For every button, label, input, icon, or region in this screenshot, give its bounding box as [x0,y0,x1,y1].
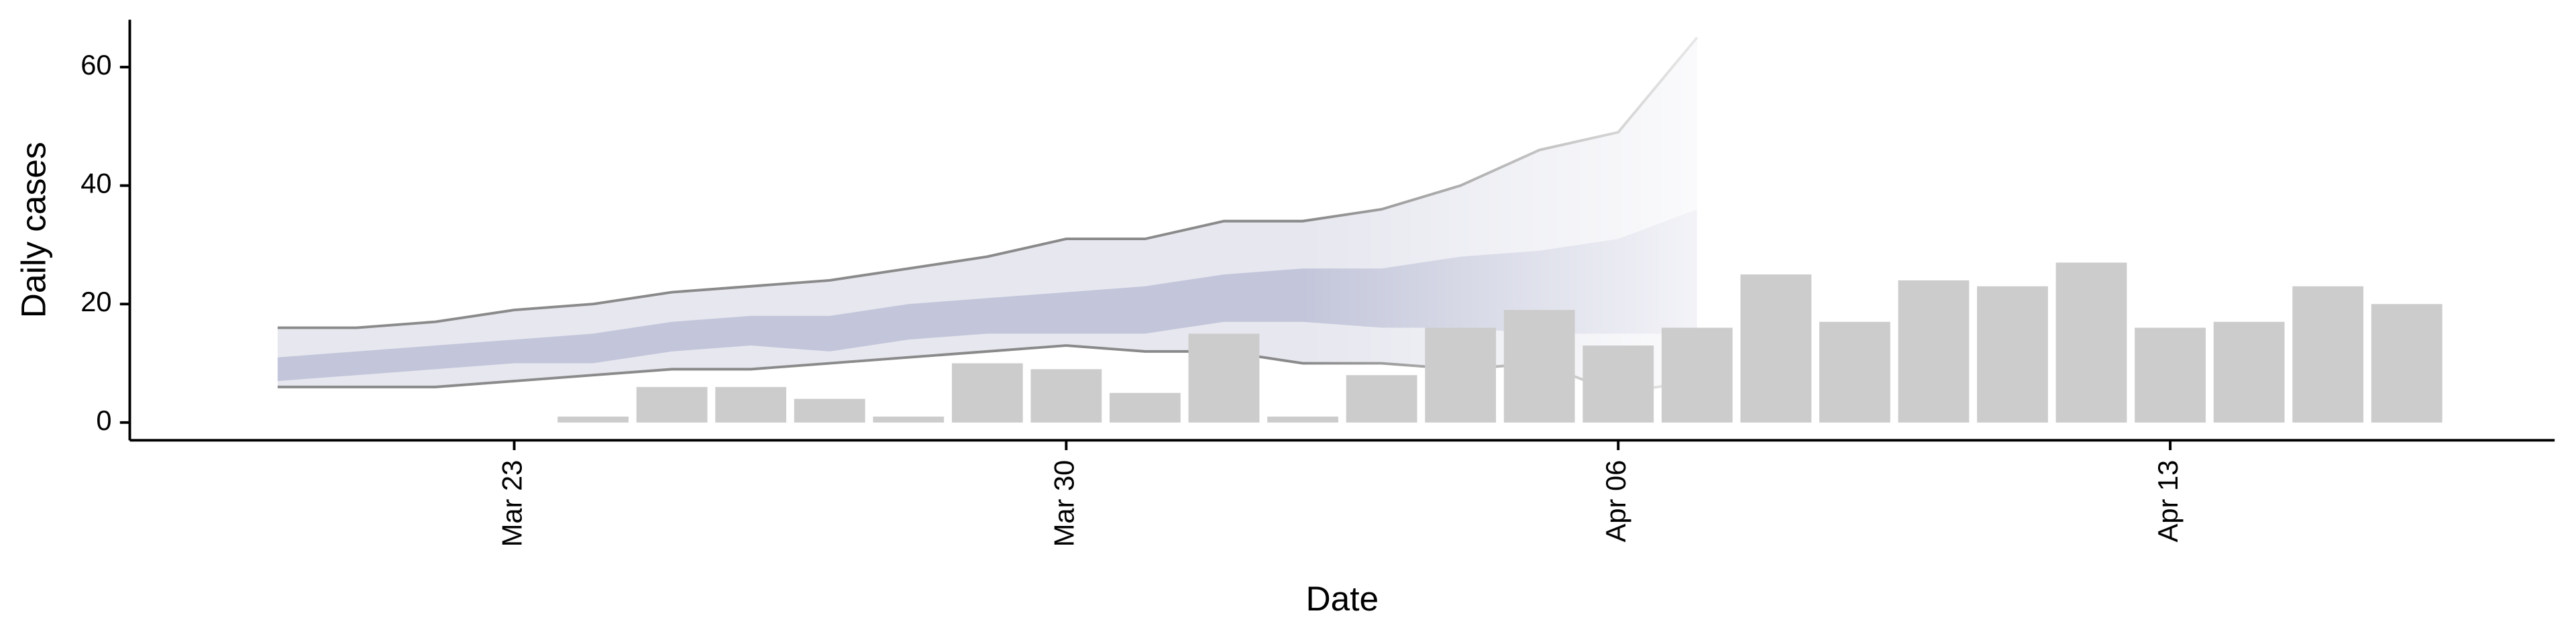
bar [2055,262,2127,423]
bar [1661,327,1733,423]
bar [2135,327,2206,423]
bar [1898,280,1970,423]
axes: Date Daily cases 0 20 40 60 Mar 23 Mar 30 Apr … [13,19,2555,618]
bar [1582,345,1654,423]
x-tick-label: Apr 13 [2152,460,2184,543]
x-tick-label: Mar 23 [496,460,528,547]
bar [1503,310,1575,423]
bar [1110,392,1181,423]
bar [2371,304,2443,423]
x-axis-title: Date [1306,579,1379,618]
y-tick-label: 20 [80,286,111,317]
bar [1819,321,1890,423]
bar [1740,274,1812,423]
bar [1425,327,1497,423]
x-tick-label: Apr 06 [1600,460,1631,543]
bar [873,417,945,423]
y-tick-label: 60 [80,49,111,80]
bar [2213,321,2285,423]
interval-band [277,209,1697,382]
bar [794,398,865,423]
bar [557,417,629,423]
bar [1030,369,1102,423]
bar [715,386,787,423]
bar [1267,417,1338,423]
bar [951,363,1023,423]
bar [1188,333,1260,423]
bar [2292,286,2364,423]
bars [557,262,2443,423]
x-tick-label: Mar 30 [1048,460,1079,547]
bar [1346,375,1417,423]
bar [1977,286,2048,423]
y-tick-label: 0 [96,405,111,436]
bar [636,386,708,423]
y-tick-label: 40 [80,168,111,199]
interval-line [277,36,1699,329]
y-axis-title: Daily cases [13,142,52,318]
